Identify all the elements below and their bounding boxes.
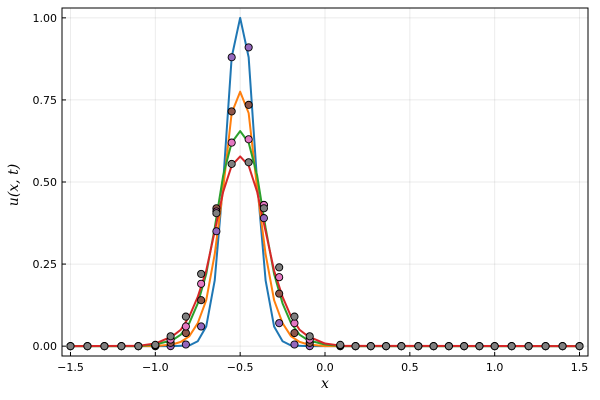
plot-area: −1.5 −1.0 −0.5 0.0 0.5 1.0 1.5 0.00 0.25 0.50 0.7… bbox=[33, 7, 589, 374]
data-point bbox=[305, 332, 314, 341]
data-point bbox=[290, 312, 299, 321]
data-point bbox=[382, 342, 391, 351]
data-point bbox=[290, 328, 299, 338]
data-point bbox=[181, 312, 190, 321]
data-point bbox=[475, 342, 484, 351]
data-point bbox=[197, 296, 206, 305]
series-line-3 bbox=[70, 130, 580, 348]
grid bbox=[62, 8, 588, 356]
data-point bbox=[134, 342, 143, 351]
data-point bbox=[83, 342, 92, 351]
data-point bbox=[524, 342, 533, 351]
y-tick-label: 0.75 bbox=[33, 94, 58, 107]
y-tick-label: 1.00 bbox=[33, 12, 58, 25]
x-tick-label: −0.5 bbox=[227, 361, 254, 374]
x-axis-ticks: −1.5 −1.0 −0.5 0.0 0.5 1.0 1.5 bbox=[57, 352, 588, 374]
x-axis-label: x bbox=[321, 376, 329, 392]
data-point bbox=[181, 340, 190, 349]
data-point bbox=[275, 319, 284, 328]
data-point bbox=[575, 342, 584, 351]
series-line-4 bbox=[70, 155, 580, 348]
x-tick-label: −1.5 bbox=[57, 361, 84, 374]
data-point bbox=[244, 43, 253, 52]
marker-series-4 bbox=[66, 158, 584, 351]
data-point bbox=[227, 138, 236, 147]
data-point bbox=[151, 340, 160, 349]
data-point bbox=[507, 342, 516, 351]
data-point bbox=[197, 269, 206, 278]
data-point bbox=[290, 319, 299, 328]
data-point bbox=[490, 342, 499, 351]
data-point bbox=[181, 322, 190, 331]
y-axis-ticks: 0.00 0.25 0.50 0.75 1.00 bbox=[33, 12, 66, 353]
y-tick-label: 0.50 bbox=[33, 176, 58, 189]
x-tick-label: 1.5 bbox=[571, 361, 589, 374]
data-point bbox=[244, 158, 253, 167]
data-point bbox=[275, 273, 284, 282]
data-point bbox=[351, 342, 360, 351]
x-tick-label: 0.5 bbox=[401, 361, 419, 374]
y-axis-label: u(x, t) bbox=[6, 164, 22, 206]
data-point bbox=[244, 135, 253, 144]
data-point bbox=[227, 159, 236, 168]
series-markers bbox=[66, 43, 584, 351]
data-point bbox=[275, 289, 284, 298]
data-point bbox=[444, 342, 453, 351]
data-point bbox=[397, 342, 406, 351]
data-point bbox=[429, 342, 438, 351]
data-point bbox=[290, 340, 299, 349]
x-tick-label: 1.0 bbox=[486, 361, 504, 374]
y-tick-label: 0.00 bbox=[33, 340, 58, 353]
data-point bbox=[66, 342, 75, 351]
x-tick-label: 0.0 bbox=[316, 361, 334, 374]
series-line-2 bbox=[70, 90, 580, 348]
data-point bbox=[244, 100, 253, 109]
data-point bbox=[227, 53, 236, 62]
data-point bbox=[212, 227, 221, 236]
data-point bbox=[275, 263, 284, 272]
data-point bbox=[117, 342, 126, 351]
data-point bbox=[336, 340, 345, 349]
data-point bbox=[227, 107, 236, 116]
data-point bbox=[212, 209, 221, 218]
data-point bbox=[366, 342, 375, 351]
y-tick-label: 0.25 bbox=[33, 258, 58, 271]
data-point bbox=[558, 342, 567, 351]
data-point bbox=[259, 214, 268, 223]
data-point bbox=[197, 279, 206, 288]
data-point bbox=[414, 342, 423, 351]
data-point bbox=[541, 342, 550, 351]
data-point bbox=[197, 322, 206, 331]
data-point bbox=[460, 342, 469, 351]
data-point bbox=[166, 332, 175, 341]
data-point bbox=[259, 204, 268, 213]
x-tick-label: −1.0 bbox=[142, 361, 169, 374]
data-point bbox=[100, 342, 109, 351]
